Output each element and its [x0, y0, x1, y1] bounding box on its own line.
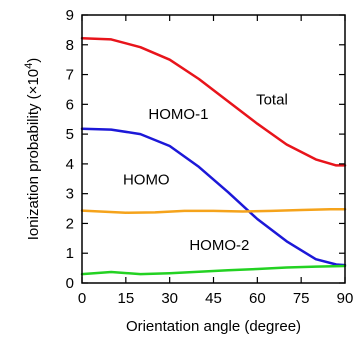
- x-tick-label: 90: [337, 290, 354, 307]
- y-tick-label: 9: [66, 7, 74, 24]
- series-line-homo: [80, 207, 347, 214]
- y-tick-label: 0: [66, 275, 74, 292]
- y-tick-label: 3: [66, 186, 74, 203]
- x-tick-label: 75: [293, 290, 310, 307]
- y-tick-label: 4: [66, 156, 74, 173]
- x-tick-label: 60: [249, 290, 266, 307]
- y-tick-label: 6: [66, 96, 74, 113]
- x-axis-label: Orientation angle (degree): [126, 318, 301, 335]
- series-line-homo-1: [80, 127, 347, 267]
- series-layer: [80, 36, 347, 276]
- y-axis-label-close: ): [25, 58, 42, 63]
- y-axis-label: Ionization probability (×104): [23, 58, 42, 240]
- y-tick-label: 5: [66, 126, 74, 143]
- series-line-total: [80, 36, 347, 167]
- series-line-homo-2: [80, 264, 347, 276]
- series-labels-layer: Total HOMO-1 HOMO HOMO-2: [123, 91, 288, 254]
- series-label-homo-2: HOMO-2: [189, 237, 249, 254]
- y-axis-label-main: Ionization probability (×10: [25, 69, 42, 240]
- x-tick-label: 15: [117, 290, 134, 307]
- series-label-total: Total: [256, 91, 288, 108]
- y-tick-label: 1: [66, 245, 74, 262]
- x-tick-label: 0: [78, 290, 86, 307]
- series-label-homo: HOMO: [123, 172, 170, 189]
- y-tick-label: 7: [66, 67, 74, 84]
- y-tick-label: 2: [66, 215, 74, 232]
- y-axis-label-exponent: 4: [23, 63, 35, 69]
- x-tick-label: 30: [161, 290, 178, 307]
- y-tick-label: 8: [66, 37, 74, 54]
- x-tick-label: 45: [205, 290, 222, 307]
- series-label-homo-1: HOMO-1: [148, 106, 208, 123]
